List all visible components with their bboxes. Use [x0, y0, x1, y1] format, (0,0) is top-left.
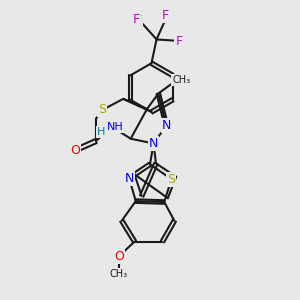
- Text: N: N: [124, 172, 134, 185]
- Text: F: F: [176, 35, 183, 48]
- Text: F: F: [162, 11, 168, 21]
- Text: S: S: [98, 103, 106, 116]
- Text: O: O: [70, 144, 80, 158]
- Text: S: S: [167, 172, 175, 186]
- Text: CH₃: CH₃: [172, 75, 190, 85]
- Text: N: N: [162, 119, 171, 132]
- Text: O: O: [114, 250, 124, 263]
- Text: F: F: [175, 37, 181, 46]
- Text: NH: NH: [106, 122, 123, 132]
- Text: N: N: [149, 137, 158, 150]
- Text: CH₃: CH₃: [110, 269, 128, 279]
- Text: F: F: [133, 13, 140, 26]
- Text: H: H: [98, 127, 106, 137]
- Text: O: O: [70, 144, 80, 158]
- Text: F: F: [162, 9, 169, 22]
- Text: F: F: [136, 15, 142, 25]
